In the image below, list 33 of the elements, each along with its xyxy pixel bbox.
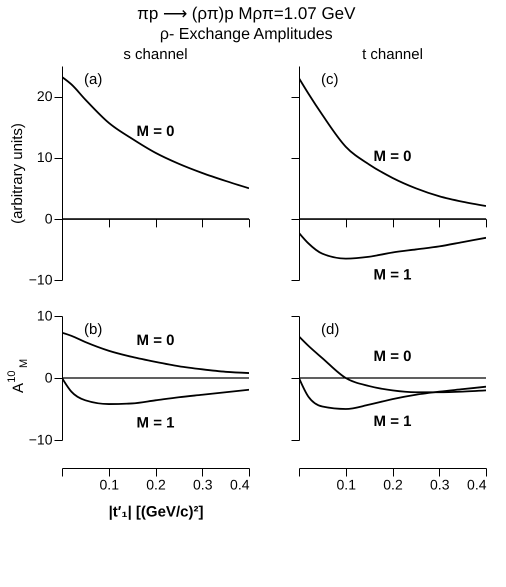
y-tick-label: 0	[44, 370, 53, 386]
x-tick-label: 0.1	[100, 476, 120, 492]
annotation: (d)	[321, 321, 340, 338]
x-tick-label: 0.2	[146, 476, 166, 492]
y-tick-label: 0	[44, 210, 53, 226]
y-tick-label: 10	[36, 149, 53, 166]
annotation: (b)	[84, 321, 102, 338]
annotation: (c)	[321, 71, 338, 88]
series-label: M = 1	[136, 414, 174, 432]
series-label: M = 0	[374, 148, 412, 165]
x-tick-label: 0.1	[336, 476, 356, 492]
chart-title: t channel	[362, 46, 423, 63]
x-tick-label: 0.3	[193, 476, 213, 492]
series-label: M = 0	[136, 122, 174, 140]
series-label: M = 0	[374, 348, 412, 365]
series-label: M = 0	[136, 332, 174, 349]
series-label: M = 1	[374, 266, 412, 284]
x-axis-title: |t′₁| [(GeV/c)²]	[108, 504, 204, 520]
y-tick-label: −10	[28, 272, 53, 288]
y-axis-title: (arbitrary units)	[8, 123, 26, 224]
y-tick-label: 20	[36, 88, 53, 104]
x-tick-label: 0.2	[383, 476, 403, 492]
x-tick-label: 0.4	[467, 476, 487, 492]
annotation: (a)	[84, 71, 102, 88]
text: ρ- Exchange Amplitudes	[160, 26, 333, 43]
x-tick-label: 0.4	[230, 476, 250, 492]
chart-title: s channel	[123, 46, 188, 63]
y-tick-label: −10	[28, 432, 53, 448]
text: πp ⟶ (ρπ)p Mρπ=1.07 GeV	[137, 4, 356, 23]
y-tick-label: 10	[36, 308, 53, 324]
x-tick-label: 0.3	[430, 476, 450, 492]
series-label: M = 1	[374, 413, 412, 430]
y-axis-title: A10M	[6, 358, 30, 393]
